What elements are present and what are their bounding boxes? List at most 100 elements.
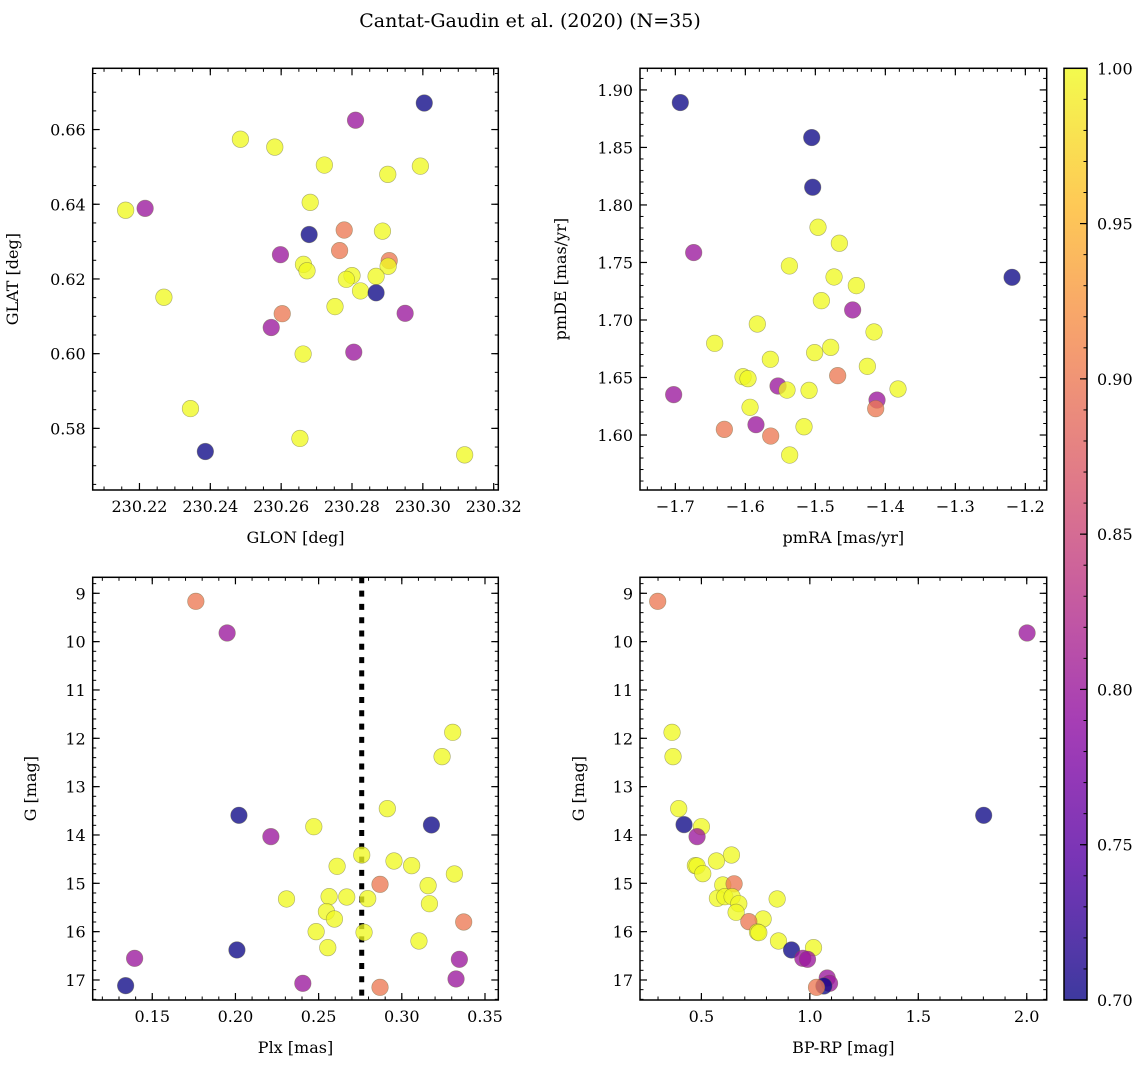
- x-tick-label: 0.15: [134, 1007, 170, 1026]
- data-point: [727, 903, 745, 921]
- y-tick-label: 0.58: [50, 419, 86, 438]
- data-point: [315, 156, 333, 174]
- data-point: [403, 857, 421, 875]
- y-axis-label: G [mag]: [21, 756, 40, 821]
- axes-frame: [91, 576, 500, 1001]
- data-point: [798, 950, 817, 968]
- data-point: [305, 818, 323, 836]
- data-point: [337, 270, 355, 288]
- data-point: [187, 592, 205, 610]
- y-axis-label: pmDE [mas/yr]: [551, 218, 570, 341]
- colorbar-tick-label: 1.00: [1097, 59, 1133, 78]
- x-tick-label: 230.22: [111, 497, 167, 516]
- data-point: [396, 304, 414, 322]
- data-point: [722, 846, 741, 864]
- y-tick-label: 16: [613, 923, 633, 942]
- data-point: [750, 924, 768, 942]
- data-point: [807, 978, 826, 996]
- axes-frame: [91, 67, 500, 491]
- data-point: [741, 398, 759, 416]
- data-point: [320, 888, 338, 906]
- data-point: [781, 446, 799, 464]
- data-point: [685, 243, 703, 262]
- data-point: [825, 268, 843, 286]
- data-point: [155, 288, 173, 306]
- x-tick-label: 230.24: [182, 497, 238, 516]
- data-point: [762, 427, 780, 445]
- y-tick-label: 10: [65, 633, 85, 652]
- y-tick-label: 16: [65, 923, 85, 942]
- data-point: [747, 416, 765, 434]
- data-point: [136, 199, 154, 217]
- data-point: [675, 816, 693, 834]
- x-tick-label: 0.35: [467, 1007, 503, 1026]
- data-point: [795, 418, 813, 436]
- y-tick-label: 11: [613, 681, 633, 700]
- x-tick-label: 230.30: [395, 497, 451, 516]
- y-axis-label: G [mag]: [569, 756, 588, 821]
- x-tick-label: −1.5: [796, 497, 835, 516]
- x-tick-label: 230.32: [466, 497, 522, 516]
- y-tick-label: 1.70: [597, 311, 633, 330]
- colorbar-gradient: [1064, 68, 1087, 1001]
- data-point: [867, 400, 885, 418]
- data-point: [385, 852, 403, 870]
- data-point: [671, 93, 689, 112]
- data-point: [1003, 268, 1021, 286]
- x-tick-label: 230.26: [253, 497, 309, 516]
- y-tick-label: 0.62: [50, 270, 86, 289]
- x-tick-label: 230.28: [324, 497, 380, 516]
- data-point: [262, 828, 280, 846]
- data-point: [338, 888, 356, 906]
- data-point: [371, 978, 389, 996]
- y-tick-label: 1.65: [597, 369, 633, 388]
- scatter-panel-2: −1.7 −1.6 −1.5 −1.4 −1.3 −1.2 1.60 1.65 1.70 1.75…: [551, 67, 1048, 547]
- x-tick-label: −1.7: [656, 497, 695, 516]
- data-point: [273, 305, 291, 323]
- y-tick-label: 10: [613, 633, 633, 652]
- data-point: [829, 367, 847, 385]
- y-tick-label: 11: [65, 681, 85, 700]
- colorbar-tick-label: 0.90: [1097, 370, 1133, 389]
- y-tick-label: 12: [613, 729, 633, 748]
- x-tick-label: −1.4: [866, 497, 905, 516]
- data-point: [803, 128, 821, 147]
- y-tick-label: 15: [65, 874, 85, 893]
- data-point: [748, 315, 766, 333]
- data-point: [422, 816, 441, 834]
- data-point: [444, 723, 462, 741]
- data-point: [780, 257, 798, 275]
- data-point: [778, 381, 796, 399]
- data-point: [865, 323, 883, 341]
- y-tick-label: 17: [65, 971, 85, 990]
- data-point: [768, 890, 786, 908]
- data-point: [300, 225, 318, 244]
- data-point: [367, 267, 385, 285]
- data-point: [707, 852, 726, 870]
- data-point: [291, 429, 309, 448]
- data-point: [228, 941, 246, 959]
- data-point: [706, 334, 724, 352]
- colorbar-tick-label: 0.95: [1097, 215, 1133, 234]
- y-tick-label: 14: [613, 826, 633, 845]
- data-point: [378, 800, 396, 818]
- x-tick-label: −1.2: [1006, 497, 1045, 516]
- data-point: [665, 386, 683, 404]
- y-tick-label: 15: [613, 874, 633, 893]
- data-point: [181, 399, 200, 418]
- data-point: [328, 857, 346, 875]
- data-point: [346, 111, 365, 129]
- data-point: [447, 970, 465, 988]
- data-point: [345, 343, 363, 361]
- data-point: [294, 345, 312, 363]
- data-point: [319, 939, 337, 957]
- figure-title: Cantat-Gaudin et al. (2020) (N=35): [359, 10, 701, 32]
- x-tick-label: 1.0: [797, 1007, 822, 1026]
- data-point: [266, 138, 284, 156]
- data-point: [455, 913, 473, 931]
- y-tick-label: 9: [76, 584, 86, 603]
- data-point: [301, 193, 319, 211]
- data-point: [761, 350, 779, 368]
- data-point: [196, 442, 214, 461]
